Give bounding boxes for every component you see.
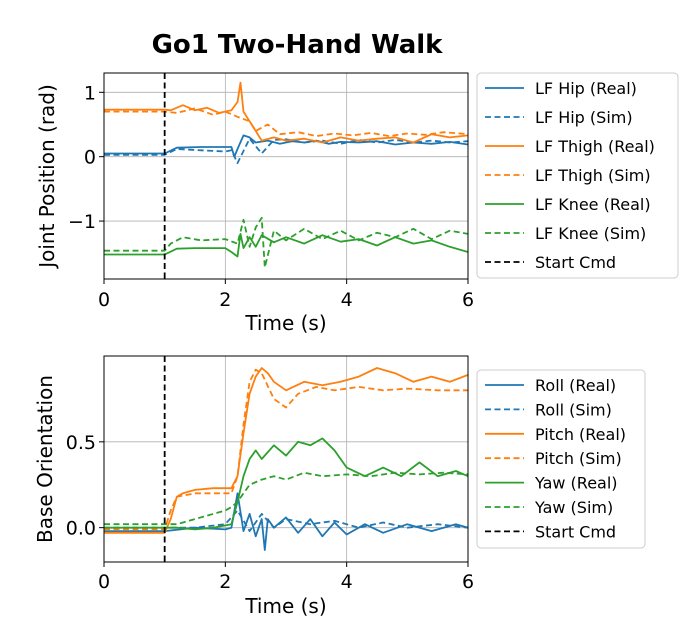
x-tick-label: 2 — [219, 289, 231, 311]
legend-label: Start Cmd — [535, 253, 616, 272]
y-tick-label: 0.5 — [66, 432, 96, 454]
legend-label: Pitch (Sim) — [535, 449, 622, 468]
x-tick-label: 4 — [341, 571, 353, 593]
series-group — [104, 367, 468, 551]
legend-label: LF Knee (Real) — [535, 195, 651, 214]
legend-label: Pitch (Real) — [535, 425, 626, 444]
legend: LF Hip (Real) LF Hip (Sim) LF Thigh (Real)… — [476, 72, 679, 279]
y-tick-label: −1 — [68, 211, 96, 233]
y-tick-label: 1 — [84, 82, 96, 104]
series-line-yaw-real — [104, 437, 468, 531]
series-group — [104, 81, 468, 269]
series-line-pitch-sim — [104, 368, 468, 531]
legend-label: Yaw (Real) — [534, 474, 618, 493]
legend: Roll (Real) Roll (Sim) Pitch (Real) Pitch (… — [476, 369, 646, 549]
legend-label: LF Hip (Sim) — [535, 108, 633, 127]
series-line-pitch-real — [104, 367, 468, 534]
legend-label: LF Thigh (Sim) — [535, 166, 651, 185]
y-tick-label: 0 — [84, 147, 96, 169]
legend-label: Roll (Real) — [535, 376, 616, 395]
x-tick-label: 4 — [341, 289, 353, 311]
x-axis-label: Time (s) — [244, 594, 326, 618]
legend-label: LF Knee (Sim) — [535, 224, 646, 243]
axes-frame — [103, 72, 469, 280]
legend-label: LF Thigh (Real) — [535, 137, 655, 156]
figure-title: Go1 Two-Hand Walk — [152, 30, 444, 60]
legend-label: LF Hip (Real) — [535, 79, 637, 98]
series-line-roll-real — [104, 492, 468, 551]
series-line-lf-thigh-real — [104, 81, 468, 144]
y-tick-label: 0.0 — [66, 518, 96, 540]
series-line-lf-knee-real — [104, 232, 468, 258]
series-line-lf-thigh-sim — [104, 107, 468, 138]
legend-label: Yaw (Sim) — [534, 498, 613, 517]
legend-frame — [476, 369, 646, 549]
axes-frame — [103, 355, 469, 563]
series-line-roll-sim — [104, 509, 468, 532]
y-axis-label: Joint Position (rad) — [35, 84, 59, 270]
legend-label: Roll (Sim) — [535, 400, 612, 419]
x-tick-label: 0 — [98, 571, 110, 593]
y-axis-label: Base Orientation — [33, 375, 57, 543]
series-line-yaw-sim — [104, 471, 468, 526]
base-orientation-panel: 0 2 4 6 0.0 0.5 Time (s) Base Orientation Roll (… — [33, 355, 646, 618]
x-axis-label: Time (s) — [244, 311, 326, 335]
x-tick-label: 0 — [98, 289, 110, 311]
x-tick-label: 6 — [462, 571, 474, 593]
series-line-lf-knee-sim — [104, 216, 468, 269]
x-tick-label: 6 — [462, 289, 474, 311]
joint-position-panel: 0 2 4 6 −1 0 1 Time (s) Joint Position (rad) LF H… — [35, 72, 679, 335]
x-tick-label: 2 — [219, 571, 231, 593]
legend-frame — [476, 72, 679, 279]
series-line-lf-hip-real — [104, 134, 468, 158]
legend-label: Start Cmd — [535, 522, 616, 541]
